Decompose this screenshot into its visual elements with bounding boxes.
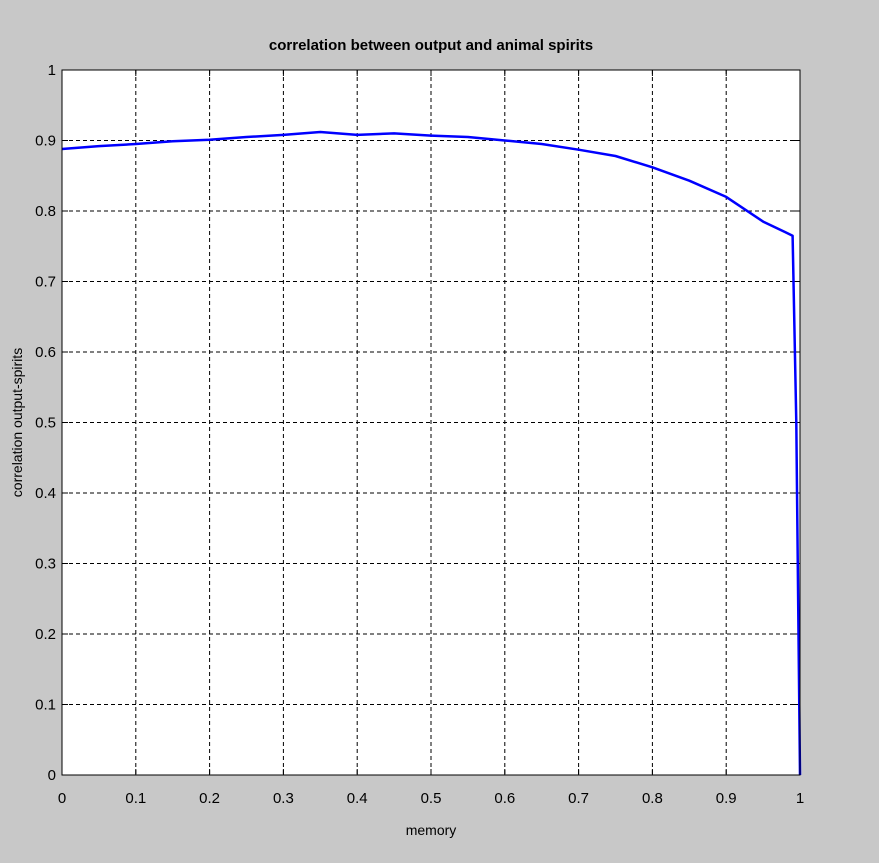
y-tick-label: 0.3	[35, 556, 56, 573]
y-tick-label: 0.1	[35, 697, 56, 714]
axis-ticks	[61, 69, 801, 776]
y-tick-label: 0.4	[35, 485, 56, 502]
x-tick-label: 0.5	[421, 790, 442, 807]
y-tick-label: 0.9	[35, 133, 56, 150]
x-tick-label: 1	[796, 790, 804, 807]
x-tick-label: 0.4	[347, 790, 368, 807]
chart-title: correlation between output and animal sp…	[269, 37, 593, 54]
x-tick-label: 0	[58, 790, 66, 807]
x-tick-label: 0.6	[494, 790, 515, 807]
y-tick-label: 0.6	[35, 344, 56, 361]
series-line	[61, 130, 802, 776]
y-tick-label: 0.8	[35, 203, 56, 220]
x-tick-label: 0.9	[716, 790, 737, 807]
y-axis-label: correlation output-spirits	[9, 348, 25, 497]
x-axis-label: memory	[406, 822, 457, 838]
x-tick-label: 0.8	[642, 790, 663, 807]
y-tick-label: 0.2	[35, 626, 56, 643]
x-tick-label: 0.7	[568, 790, 589, 807]
x-tick-label: 0.1	[125, 790, 146, 807]
series-layer	[61, 130, 802, 776]
x-tick-label: 0.3	[273, 790, 294, 807]
x-tick-label: 0.2	[199, 790, 220, 807]
y-tick-labels: 0 0.1 0.2 0.3 0.4 0.5 0.6 0.7 0.8 0.9 1	[35, 62, 56, 784]
y-tick-label: 1	[48, 62, 56, 79]
y-tick-label: 0.5	[35, 415, 56, 432]
y-tick-label: 0	[48, 767, 56, 784]
x-tick-labels: 0 0.1 0.2 0.3 0.4 0.5 0.6 0.7 0.8 0.9 1	[58, 790, 804, 807]
plot-border	[61, 69, 801, 776]
y-tick-label: 0.7	[35, 274, 56, 291]
